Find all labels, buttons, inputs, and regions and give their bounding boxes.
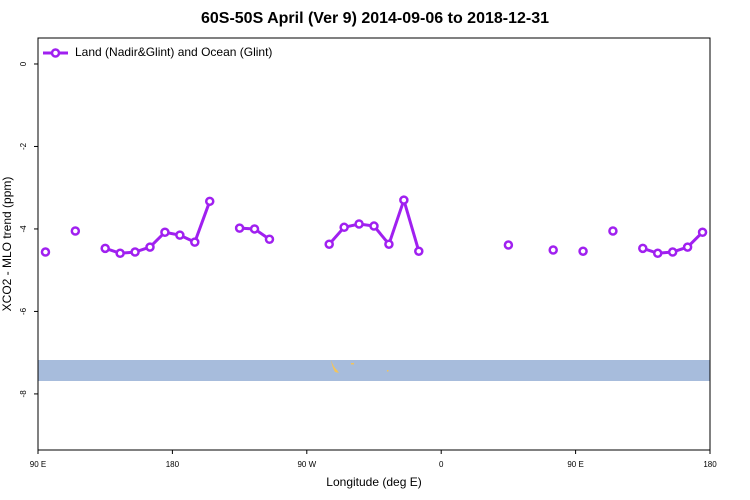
plot-frame <box>37 37 711 451</box>
map-land <box>387 370 389 372</box>
chart-title: 60S-50S April (Ver 9) 2014-09-06 to 2018… <box>201 10 549 27</box>
point <box>160 227 170 237</box>
point <box>264 234 275 245</box>
x-tick-label: 90 W <box>297 460 316 469</box>
point <box>638 243 648 254</box>
point <box>145 242 155 252</box>
x-tick-label: 180 <box>166 460 180 469</box>
point <box>70 226 81 236</box>
point <box>503 240 514 250</box>
point <box>234 223 245 233</box>
point <box>548 245 558 255</box>
point <box>175 230 185 240</box>
point <box>204 196 215 207</box>
point <box>130 247 140 257</box>
x-tick-label: 0 <box>439 460 444 469</box>
x-axis-label: Longitude (deg E) <box>326 475 421 489</box>
x-tick-label: 90 E <box>567 460 583 469</box>
map-band <box>38 360 710 381</box>
y-tick-label: -8 <box>19 390 28 398</box>
point <box>578 246 588 256</box>
legend-marker <box>50 48 61 58</box>
point <box>608 226 618 236</box>
point <box>100 243 110 254</box>
point <box>667 247 678 257</box>
point <box>324 239 334 249</box>
x-tick-label: 90 E <box>30 460 46 469</box>
point <box>384 239 394 249</box>
point <box>697 227 708 237</box>
y-tick-label: -6 <box>19 307 28 315</box>
point <box>399 195 409 205</box>
map-land <box>331 360 339 373</box>
point <box>369 221 379 231</box>
point <box>414 246 424 256</box>
y-tick-label: -2 <box>19 142 28 150</box>
point <box>40 247 51 257</box>
y-tick-label: -4 <box>19 225 28 233</box>
point <box>682 242 693 252</box>
y-axis-label: XCO2 - MLO trend (ppm) <box>0 177 14 312</box>
x-tick-label: 180 <box>703 460 717 469</box>
point <box>249 224 260 234</box>
point <box>652 248 663 259</box>
y-tick-label: 0 <box>19 61 28 66</box>
point <box>115 248 125 259</box>
point <box>339 222 349 233</box>
point <box>354 219 364 229</box>
point <box>190 237 200 247</box>
legend-label: Land (Nadir&Glint) and Ocean (Glint) <box>75 45 272 59</box>
map-land <box>351 363 354 365</box>
